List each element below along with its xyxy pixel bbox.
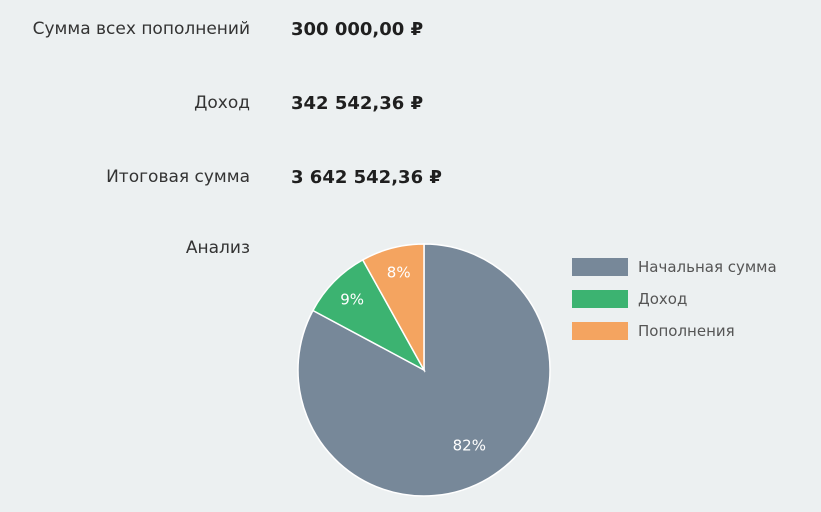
slice-deposits-label: 8% (387, 263, 411, 281)
legend-initial-sum-swatch[interactable] (572, 258, 628, 276)
slice-income-label: 9% (340, 290, 364, 308)
total-deposits-value: 300 000,00 ₽ (291, 19, 424, 40)
legend-deposits-label[interactable]: Пополнения (638, 322, 735, 340)
final-sum-value: 3 642 542,36 ₽ (291, 167, 442, 188)
legend-initial-sum-label[interactable]: Начальная сумма (638, 258, 777, 276)
legend-deposits-swatch[interactable] (572, 322, 628, 340)
income-value: 342 542,36 ₽ (291, 93, 424, 114)
slice-deposits[interactable] (361, 243, 425, 373)
total-deposits-label: Сумма всех пополнений (32, 19, 250, 39)
final-sum-label: Итоговая сумма (106, 167, 250, 187)
slice-initial-sum-label: 82% (453, 437, 486, 455)
income-label: Доход (194, 93, 250, 113)
legend-income-swatch[interactable] (572, 290, 628, 308)
analysis-label: Анализ (185, 238, 250, 258)
legend-income-label[interactable]: Доход (638, 290, 687, 308)
